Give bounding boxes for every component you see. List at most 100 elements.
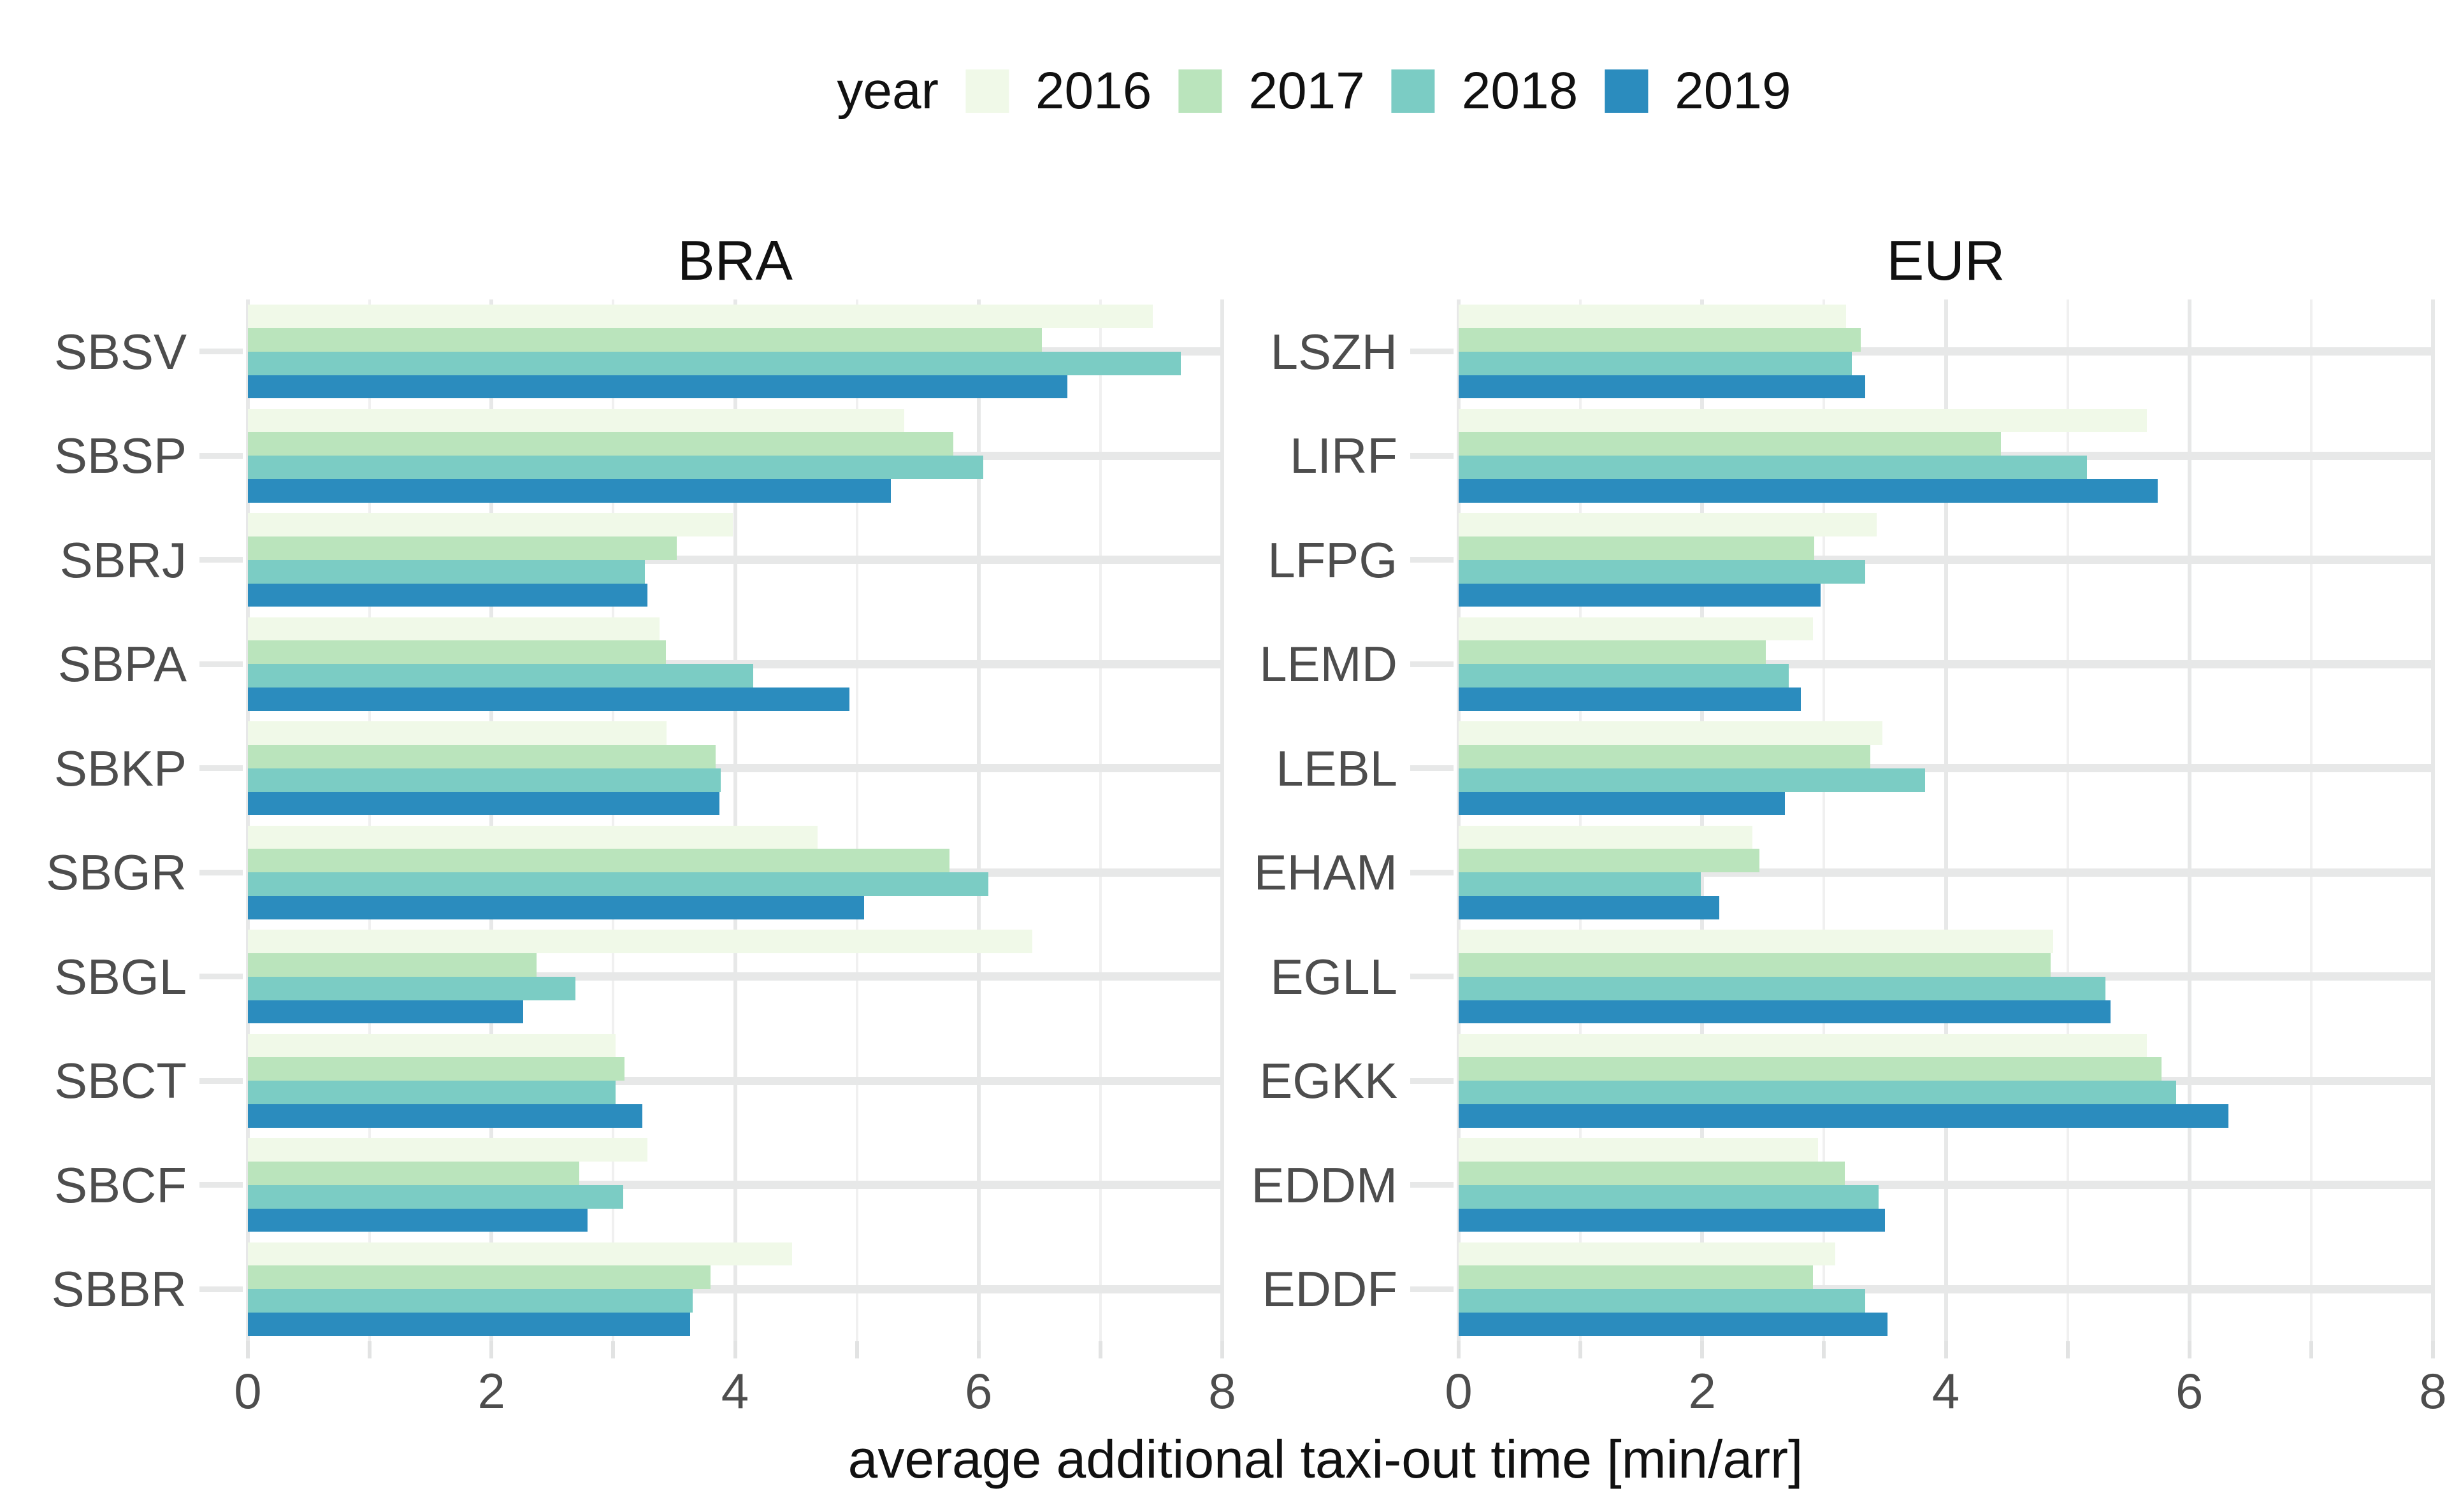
bar-EDDF-2016 xyxy=(1459,1242,1835,1266)
bar-EDDF-2018 xyxy=(1459,1289,1866,1313)
bar-EGLL-2018 xyxy=(1459,976,2105,1000)
bar-LSZH-2017 xyxy=(1459,328,1861,352)
bar-SBGL-2018 xyxy=(248,976,576,1000)
y-tick-SBSP xyxy=(199,452,243,459)
bar-SBSP-2019 xyxy=(248,479,891,503)
bar-SBGR-2018 xyxy=(248,872,989,896)
y-tick-EDDF xyxy=(1410,1286,1454,1292)
bar-EDDM-2016 xyxy=(1459,1138,1818,1162)
y-tick-LIRF xyxy=(1410,452,1454,459)
y-axis-label-LEBL: LEBL xyxy=(1276,740,1397,796)
y-axis-label-SBPA: SBPA xyxy=(57,636,187,693)
y-axis-label-SBGL: SBGL xyxy=(54,948,187,1005)
bar-LFPG-2019 xyxy=(1459,583,1821,607)
legend-items: 2016 2017 2018 2019 xyxy=(965,61,1791,121)
bar-LEMD-2018 xyxy=(1459,664,1789,688)
legend-item-2018: 2018 xyxy=(1391,61,1578,121)
bar-LEBL-2016 xyxy=(1459,721,1883,745)
y-axis-label-LIRF: LIRF xyxy=(1289,428,1397,484)
bar-LSZH-2018 xyxy=(1459,351,1852,375)
bar-SBPA-2019 xyxy=(248,688,850,711)
x-tick-label-EUR-6: 6 xyxy=(2176,1363,2204,1419)
y-axis-label-EDDF: EDDF xyxy=(1262,1261,1397,1318)
gridline-major-8 xyxy=(1220,299,1224,1341)
y-axis-label-SBCF: SBCF xyxy=(54,1156,187,1213)
x-tick-0 xyxy=(246,1341,250,1358)
bar-EGKK-2017 xyxy=(1459,1057,2162,1081)
legend-title: year xyxy=(837,62,939,120)
bar-SBCT-2018 xyxy=(248,1081,616,1105)
gridline-minor-1 xyxy=(368,299,372,1341)
bar-SBGR-2017 xyxy=(248,849,949,873)
legend-label-2017: 2017 xyxy=(1248,62,1365,120)
y-tick-SBRJ xyxy=(199,557,243,563)
bar-LFPG-2016 xyxy=(1459,513,1877,536)
y-axis-label-LSZH: LSZH xyxy=(1270,323,1397,380)
x-tick-4 xyxy=(733,1341,737,1358)
y-tick-EGLL xyxy=(1410,974,1454,980)
legend: year 2016 2017 2018 2019 xyxy=(837,61,1791,121)
facet-title-bra: BRA xyxy=(677,229,793,292)
bar-SBKP-2016 xyxy=(248,721,667,745)
bar-EHAM-2019 xyxy=(1459,896,1719,919)
y-axis-label-SBSV: SBSV xyxy=(54,323,187,380)
bar-SBCF-2019 xyxy=(248,1208,588,1232)
y-tick-LEBL xyxy=(1410,765,1454,772)
bar-SBSP-2017 xyxy=(248,432,953,456)
x-tick-label-BRA-6: 6 xyxy=(965,1363,993,1419)
x-tick-2 xyxy=(489,1341,494,1358)
legend-key-2017 xyxy=(1178,69,1222,113)
legend-label-2016: 2016 xyxy=(1035,62,1152,120)
bar-LSZH-2019 xyxy=(1459,375,1866,399)
bar-LEMD-2019 xyxy=(1459,688,1801,711)
bar-LSZH-2016 xyxy=(1459,305,1846,328)
bar-EHAM-2016 xyxy=(1459,825,1752,849)
x-tick-1 xyxy=(368,1341,372,1358)
bar-EDDF-2017 xyxy=(1459,1265,1814,1290)
x-tick-label-BRA-2: 2 xyxy=(477,1363,505,1419)
bar-SBBR-2018 xyxy=(248,1289,693,1313)
x-tick-1 xyxy=(1578,1341,1583,1358)
bar-LEBL-2017 xyxy=(1459,744,1870,768)
x-tick-3 xyxy=(611,1341,616,1358)
bar-LIRF-2018 xyxy=(1459,456,2088,480)
bar-SBSP-2016 xyxy=(248,408,905,433)
x-tick-2 xyxy=(1700,1341,1705,1358)
y-axis-label-SBRJ: SBRJ xyxy=(59,531,187,588)
x-tick-7 xyxy=(1098,1341,1102,1358)
panel-bra: SBSV SBSP SBRJ SBPA SBKP SBGR SBGL SBCT SBCF SBBR xyxy=(46,299,1224,1358)
gridline-major-6 xyxy=(2187,299,2191,1341)
bar-SBGL-2019 xyxy=(248,1000,523,1024)
x-tick-7 xyxy=(2309,1341,2313,1358)
x-tick-8 xyxy=(1220,1341,1224,1358)
y-tick-SBBR xyxy=(199,1286,243,1292)
gridline-minor-5 xyxy=(2066,299,2069,1341)
legend-label-2018: 2018 xyxy=(1461,62,1578,120)
x-tick-0 xyxy=(1457,1341,1461,1358)
bar-SBPA-2016 xyxy=(248,617,660,641)
bar-SBCF-2017 xyxy=(248,1161,579,1185)
bar-EGLL-2017 xyxy=(1459,953,2051,977)
y-axis-label-EDDM: EDDM xyxy=(1251,1156,1397,1213)
y-tick-EGKK xyxy=(1410,1077,1454,1084)
legend-key-2016 xyxy=(965,69,1009,113)
y-tick-SBPA xyxy=(199,661,243,667)
x-tick-label-EUR-0: 0 xyxy=(1445,1363,1473,1419)
bar-LEMD-2017 xyxy=(1459,640,1766,665)
gridline-minor-7 xyxy=(2309,299,2313,1341)
y-axis-label-SBSP: SBSP xyxy=(54,428,187,484)
gridline-major-4 xyxy=(733,299,737,1341)
bar-LEBL-2019 xyxy=(1459,791,1786,816)
bar-SBKP-2019 xyxy=(248,791,719,816)
x-tick-label-EUR-2: 2 xyxy=(1688,1363,1716,1419)
y-axis-label-SBBR: SBBR xyxy=(51,1261,187,1318)
y-tick-SBGR xyxy=(199,869,243,875)
legend-item-2016: 2016 xyxy=(965,61,1151,121)
legend-key-2019 xyxy=(1605,69,1649,113)
bar-SBRJ-2018 xyxy=(248,559,646,584)
bar-EDDM-2018 xyxy=(1459,1184,1879,1209)
y-tick-SBCF xyxy=(199,1182,243,1188)
legend-key-2018 xyxy=(1391,69,1435,113)
bar-SBCT-2019 xyxy=(248,1104,643,1128)
